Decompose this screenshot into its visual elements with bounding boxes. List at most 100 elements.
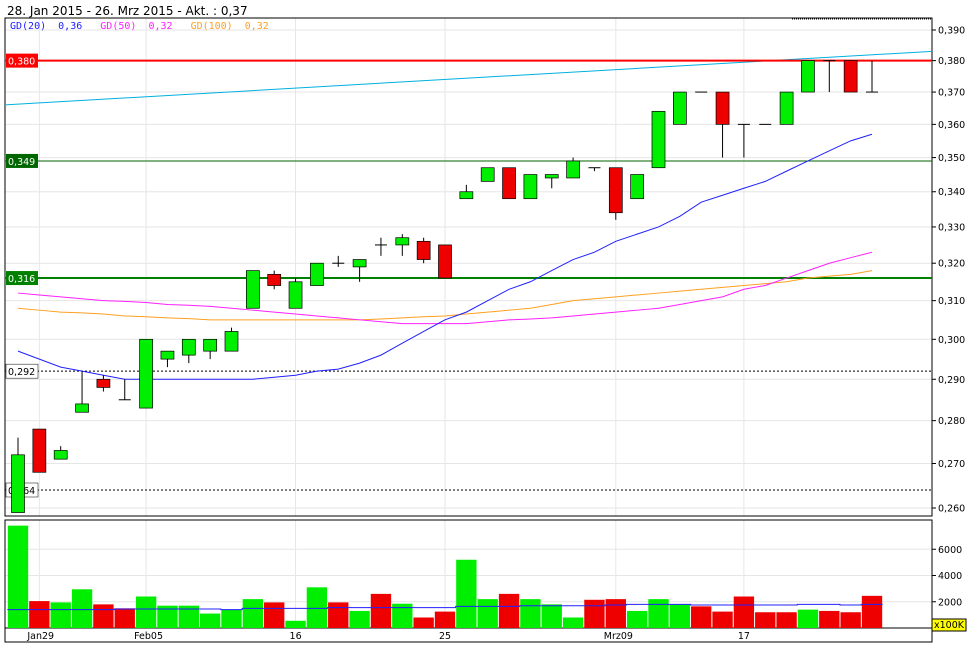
candle-up (139, 338, 153, 409)
candle-up (523, 174, 538, 200)
candle-up (395, 237, 410, 246)
volume-bar (29, 601, 50, 628)
y-tick-label: 0,340 (938, 187, 965, 198)
candle-up (203, 338, 217, 352)
x-tick-label: Mrz09 (604, 631, 633, 642)
candle-up (672, 91, 687, 125)
volume-bar (264, 602, 285, 628)
volume-bar (328, 602, 349, 628)
volume-bar (584, 599, 605, 628)
candle-down (96, 378, 111, 388)
volume-bar (199, 613, 221, 628)
volume-bar (733, 596, 755, 628)
volume-bar (306, 587, 328, 628)
candle-up (11, 454, 25, 513)
volume-bar (392, 603, 413, 628)
x-tick-label: 25 (439, 631, 451, 642)
line-label-box (6, 153, 38, 168)
volume-bar (861, 595, 883, 628)
candle-up (630, 174, 645, 200)
volume-bar (626, 610, 648, 628)
volume-bar (755, 612, 776, 628)
y-tick-label: 0,350 (938, 153, 965, 164)
volume-bar (691, 606, 712, 628)
volume-bar (50, 602, 71, 628)
y-tick-label: 0,320 (938, 259, 965, 270)
x-tick-label: 17 (738, 631, 750, 642)
candle-up (544, 174, 559, 179)
candle-up (160, 350, 175, 360)
volume-bar (456, 559, 477, 628)
chart-title: 28. Jan 2015 - 26. Mrz 2015 - Akt. : 0,3… (7, 4, 248, 18)
candle-down (416, 240, 431, 260)
volume-bar (498, 593, 520, 628)
x-tick-label: Jan29 (26, 631, 54, 642)
candle-up (651, 110, 666, 169)
candle-up (310, 262, 324, 286)
volume-bar (605, 599, 626, 628)
candle-up (779, 91, 794, 125)
y-tick-label: 0,310 (938, 296, 965, 307)
legend-label: GD(50) (100, 21, 137, 32)
legend-gd20: GD(20) 0,36 (10, 21, 88, 32)
candle-up (75, 403, 89, 413)
candle-up (181, 338, 196, 356)
volume-bar (648, 599, 669, 628)
gd50-line (17, 251, 873, 325)
volume-bar (520, 599, 541, 628)
volume-bar (178, 605, 199, 628)
y-tick-label: 0,260 (938, 504, 965, 515)
volume-bar (776, 612, 797, 628)
y-tick-label: 0,360 (938, 120, 965, 131)
legend: GD(20) 0,36 GD(50) 0,32 GD(100) 0,32 (10, 21, 281, 32)
candle-up (801, 60, 815, 93)
candle-down (438, 244, 452, 279)
volume-bar (135, 596, 157, 628)
line-label: 0,316 (8, 274, 35, 285)
price-panel-frame (4, 17, 933, 517)
volume-bar (370, 593, 392, 628)
candle-up (53, 450, 68, 460)
legend-value: 0,32 (244, 21, 269, 32)
candle-down (502, 167, 516, 200)
line-label-box (6, 53, 38, 68)
candle-down (715, 91, 730, 125)
volume-unit-label: x100K (934, 620, 965, 631)
y-tick-label: 0,280 (938, 416, 965, 427)
volume-bar (797, 609, 819, 628)
volume-bar (712, 611, 733, 628)
candle-down (608, 167, 623, 214)
candle-up (352, 259, 367, 268)
candle-up (246, 270, 260, 309)
volume-tick-label: 2000 (938, 597, 962, 608)
y-tick-label: 0,330 (938, 222, 965, 233)
candle-down (843, 60, 858, 93)
candle-up (480, 167, 495, 182)
gd20-line (17, 133, 873, 380)
volume-bar (413, 617, 434, 628)
candle-up (459, 191, 474, 200)
volume-bar (242, 599, 264, 628)
y-tick-label: 0,300 (938, 335, 965, 346)
candle-up (288, 281, 303, 309)
x-tick-label: 16 (290, 631, 302, 642)
y-tick-label: 0,380 (938, 56, 965, 67)
x-tick-label: Feb05 (134, 631, 163, 642)
volume-bar (434, 611, 456, 628)
legend-gd50: GD(50) 0,32 (100, 21, 178, 32)
candle-up (566, 160, 580, 179)
line-label: 0,292 (8, 367, 35, 378)
volume-bar (349, 610, 370, 628)
volume-unit-badge (931, 618, 967, 632)
y-tick-label: 0,270 (938, 459, 965, 470)
legend-label: GD(100) (190, 21, 233, 32)
volume-average-line (7, 603, 883, 611)
candle-down (267, 273, 282, 286)
line-label: 0,349 (8, 157, 35, 168)
volume-bar (114, 608, 135, 628)
y-tick-label: 0,370 (938, 88, 965, 99)
line-label: 0,380 (8, 57, 35, 68)
legend-label: GD(20) (10, 21, 47, 32)
y-tick-label: 0,290 (938, 375, 965, 386)
